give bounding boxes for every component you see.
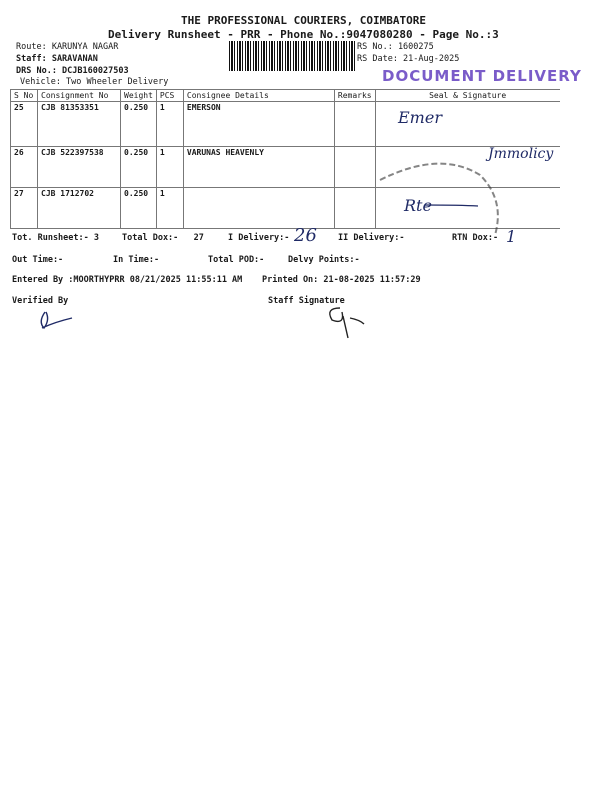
consignee: EMERSON: [182, 101, 335, 147]
i-delivery: I Delivery:-: [228, 233, 290, 243]
out-time: Out Time:-: [12, 255, 64, 265]
signature-cell: [374, 101, 560, 147]
signature-cell: [374, 187, 560, 229]
sno: 27: [10, 187, 38, 229]
weight: 0.250: [120, 187, 157, 229]
vehicle: Vehicle: Two Wheeler Delivery: [20, 77, 169, 87]
consignment-no: CJB 81353351: [37, 101, 121, 147]
drs-no: DRS No.: DCJB160027503: [16, 66, 129, 76]
remarks: [333, 187, 376, 229]
route: Route: KARUNYA NAGAR: [16, 42, 119, 52]
sno: 25: [10, 101, 38, 147]
delvy-points: Delvy Points:-: [288, 255, 360, 265]
runsheet-subtitle: Delivery Runsheet - PRR - Phone No.:9047…: [108, 28, 499, 41]
entered-by: Entered By :MOORTHYPRR 08/21/2025 11:55:…: [12, 275, 243, 285]
in-time: In Time:-: [113, 255, 160, 265]
rtn-dox-handwritten: 1: [506, 227, 517, 246]
verified-by: Verified By: [12, 296, 69, 306]
staff-signature: Staff Signature: [268, 296, 345, 306]
rs-no: RS No.: 1600275: [357, 42, 434, 52]
printed-on: Printed On: 21-08-2025 11:57:29: [262, 275, 421, 285]
signature-varunas: Jmmolicy: [488, 146, 554, 162]
sno: 26: [10, 146, 38, 188]
rs-date: RS Date: 21-Aug-2025: [357, 54, 460, 64]
document-delivery-stamp: DOCUMENT DELIVERY: [382, 67, 582, 85]
remarks: [333, 101, 376, 147]
consignment-no: CJB 1712702: [37, 187, 121, 229]
consignment-no: CJB 522397538: [37, 146, 121, 188]
total-pod: Total POD:-: [208, 255, 265, 265]
table-row: 26 CJB 522397538 0.250 1 VARUNAS HEAVENL…: [10, 146, 560, 188]
ii-delivery: II Delivery:-: [338, 233, 405, 243]
rtn-dox: RTN Dox:-: [452, 233, 499, 243]
barcode: [229, 41, 355, 71]
company-title: THE PROFESSIONAL COURIERS, COIMBATORE: [181, 14, 427, 27]
table-row: 27 CJB 1712702 0.250 1: [10, 187, 560, 229]
remarks: [333, 146, 376, 188]
tot-runsheet: Tot. Runsheet:- 3: [12, 233, 99, 243]
total-dox: Total Dox:- 27: [122, 233, 204, 243]
signature-row27: Rte: [404, 196, 432, 215]
signature-cell: [374, 146, 560, 188]
staff: Staff: SARAVANAN: [16, 54, 98, 64]
table-row: 25 CJB 81353351 0.250 1 EMERSON: [10, 101, 560, 147]
consignee: VARUNAS HEAVENLY: [182, 146, 335, 188]
i-delivery-handwritten: 26: [294, 225, 317, 246]
runsheet-table: S No Consignment No Weight PCS Consignee…: [10, 89, 560, 229]
consignee: [182, 187, 335, 229]
signature-emerson: Emer: [398, 108, 442, 127]
